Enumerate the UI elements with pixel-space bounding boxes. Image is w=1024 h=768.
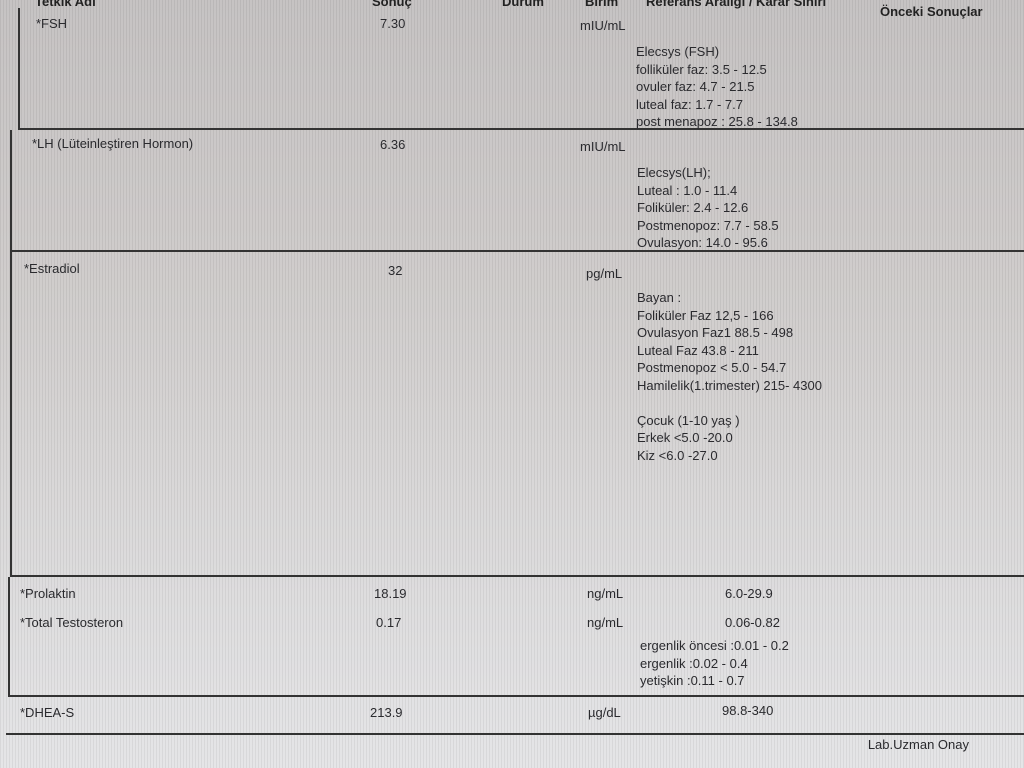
table-row-lh: *LH (Lüteinleştiren Hormon) 6.36 mIU/mL … (10, 130, 1024, 252)
test-name: *FSH (36, 16, 68, 31)
test-unit: ng/mL (587, 586, 624, 601)
table-row-estradiol: *Estradiol 32 pg/mL Bayan : Foliküler Fa… (10, 252, 1024, 577)
test-unit: mIU/mL (580, 18, 626, 33)
test-result: 32 (388, 263, 403, 278)
table-row-dhea-s: *DHEA-S 213.9 µg/dL 98.8-340 (6, 697, 1024, 735)
test-name: *Total Testosteron (20, 615, 124, 630)
header-name: Tetkik Adı (35, 0, 96, 9)
table-row-group-prolaktin-testosteron: *Prolaktin 18.19 ng/mL 6.0-29.9 *Total T… (8, 577, 1024, 697)
test-result: 18.19 (374, 586, 407, 601)
test-unit: pg/mL (586, 266, 623, 281)
header-result: Sonuç (372, 0, 412, 9)
test-unit: ng/mL (587, 615, 624, 630)
test-reference: 98.8-340 (722, 703, 774, 718)
test-name: *DHEA-S (20, 705, 75, 720)
test-result: 0.17 (376, 615, 402, 630)
test-result: 7.30 (380, 16, 406, 31)
test-reference: 6.0-29.9 (725, 586, 773, 601)
test-reference: Bayan : Foliküler Faz 12,5 - 166 Ovulasy… (637, 290, 822, 463)
test-reference-extra: ergenlik öncesi :0.01 - 0.2 ergenlik :0.… (640, 638, 789, 688)
test-unit: mIU/mL (580, 139, 626, 154)
table-row-fsh: *FSH 7.30 mIU/mL Elecsys (FSH) folliküle… (18, 8, 1024, 130)
test-name: *Estradiol (24, 261, 80, 276)
header-unit: Birim (585, 0, 619, 9)
test-name: *Prolaktin (20, 586, 76, 601)
header-status: Durum (502, 0, 544, 9)
test-name: *LH (Lüteinleştiren Hormon) (32, 136, 194, 151)
test-result: 213.9 (370, 705, 403, 720)
test-unit: µg/dL (588, 705, 621, 720)
header-previous: Önceki Sonuçlar (880, 4, 983, 19)
test-reference: 0.06-0.82 (725, 615, 780, 630)
test-reference: Elecsys (FSH) folliküler faz: 3.5 - 12.5… (636, 44, 798, 129)
lab-approval-label: Lab.Uzman Onay (867, 737, 969, 752)
header-reference: Referans Aralığı / Karar Sınırı (646, 0, 827, 9)
test-result: 6.36 (380, 137, 406, 152)
test-reference: Elecsys(LH); Luteal : 1.0 - 11.4 Folikül… (637, 165, 779, 250)
